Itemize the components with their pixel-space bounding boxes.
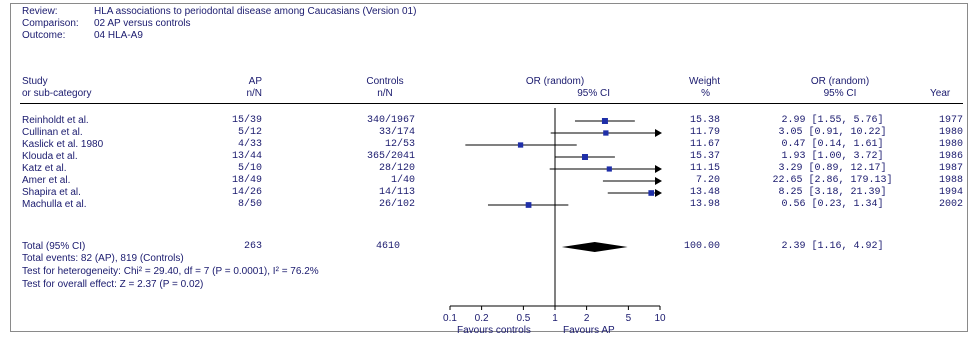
ap-count: 18/49	[231, 175, 262, 186]
col-weight-subheader: %	[701, 88, 710, 99]
col-or-subheader: 95% CI	[823, 88, 857, 99]
study-marker	[581, 154, 588, 160]
ap-count: 13/44	[231, 151, 262, 162]
study-name: Reinholdt et al.	[22, 115, 89, 126]
x-tick-label: 0.5	[516, 313, 530, 324]
outcome-label: Outcome:	[22, 30, 66, 41]
year-value: 1980	[938, 139, 963, 150]
col-or-header: OR (random)	[810, 76, 870, 87]
controls-count: 12/53	[384, 139, 415, 150]
study-marker	[606, 166, 612, 172]
or-ci-value: 8.25 [3.18, 21.39]	[778, 187, 887, 198]
year-value: 1986	[938, 151, 963, 162]
ci-arrow	[655, 165, 662, 173]
x-tick-label: 5	[626, 313, 632, 324]
study-marker	[601, 118, 608, 124]
total-or: 2.39 [1.16, 4.92]	[781, 241, 884, 252]
overall-effect-note: Test for overall effect: Z = 2.37 (P = 0…	[22, 279, 204, 290]
col-year-header: Year	[930, 88, 951, 99]
header-rule	[20, 103, 963, 104]
x-tick-label: 0.2	[475, 313, 489, 324]
controls-count: 28/120	[378, 163, 415, 174]
ci-arrow	[655, 129, 662, 137]
study-marker	[517, 142, 524, 148]
x-tick-label: 10	[654, 313, 666, 324]
year-value: 1977	[938, 115, 963, 126]
study-name: Shapira et al.	[22, 187, 81, 198]
or-ci-value: 0.47 [0.14, 1.61]	[781, 139, 884, 150]
x-tick-label: 1	[552, 313, 558, 324]
weight-value: 13.98	[689, 199, 720, 210]
study-marker	[648, 190, 655, 196]
total-ap: 263	[243, 241, 262, 252]
controls-count: 340/1967	[366, 115, 415, 126]
year-value: 2002	[938, 199, 963, 210]
or-ci-value: 3.05 [0.91, 10.22]	[778, 127, 887, 138]
ci-arrow	[655, 189, 662, 197]
ap-count: 14/26	[231, 187, 262, 198]
review-title: HLA associations to periodontal disease …	[94, 6, 417, 17]
x-tick-label: 0.1	[443, 313, 457, 324]
outcome-value: 04 HLA-A9	[94, 30, 143, 41]
year-value: 1994	[938, 187, 963, 198]
weight-value: 11.67	[689, 139, 720, 150]
weight-value: 11.79	[689, 127, 720, 138]
or-ci-value: 0.56 [0.23, 1.34]	[781, 199, 884, 210]
ap-count: 15/39	[231, 115, 262, 126]
col-controls-header: Controls	[366, 76, 404, 87]
review-label: Review:	[22, 6, 58, 17]
ap-count: 8/50	[237, 199, 262, 210]
pooled-diamond	[561, 242, 628, 252]
total-label: Total (95% CI)	[22, 241, 86, 252]
study-marker	[525, 202, 532, 208]
weight-value: 11.15	[689, 163, 720, 174]
x-tick-label: 2	[584, 313, 590, 324]
col-study-header: Study	[22, 76, 48, 87]
controls-count: 14/113	[378, 187, 415, 198]
study-name: Klouda et al.	[22, 151, 78, 162]
or-ci-value: 22.65 [2.86, 179.13]	[772, 175, 893, 186]
study-name: Kaslick et al. 1980	[22, 139, 104, 150]
total-controls: 4610	[375, 241, 400, 252]
comparison-value: 02 AP versus controls	[94, 18, 191, 29]
total-weight: 100.00	[683, 241, 720, 252]
col-study-subheader: or sub-category	[22, 88, 92, 99]
col-weight-header: Weight	[689, 76, 720, 87]
year-value: 1988	[938, 175, 963, 186]
weight-value: 13.48	[689, 187, 720, 198]
controls-count: 26/102	[378, 199, 415, 210]
study-marker	[603, 130, 609, 136]
study-name: Machulla et al.	[22, 199, 87, 210]
year-value: 1980	[938, 127, 963, 138]
ci-arrow	[655, 177, 662, 185]
col-plot-header: OR (random)	[525, 76, 585, 87]
col-ap-header: AP	[248, 76, 262, 87]
ap-count: 5/12	[237, 127, 262, 138]
col-controls-subheader: n/N	[377, 88, 393, 99]
controls-count: 33/174	[378, 127, 415, 138]
total-events-note: Total events: 82 (AP), 819 (Controls)	[22, 253, 184, 264]
col-plot-subheader: 95% CI	[577, 88, 610, 99]
or-ci-value: 1.93 [1.00, 3.72]	[781, 151, 884, 162]
controls-count: 1/40	[390, 175, 415, 186]
weight-value: 15.38	[689, 115, 720, 126]
ap-count: 4/33	[237, 139, 262, 150]
forest-plot-frame	[10, 3, 968, 332]
or-ci-value: 3.29 [0.89, 12.17]	[778, 163, 887, 174]
weight-value: 7.20	[695, 175, 720, 186]
year-value: 1987	[938, 163, 963, 174]
comparison-label: Comparison:	[22, 18, 79, 29]
heterogeneity-note: Test for heterogeneity: Chi² = 29.40, df…	[22, 266, 319, 277]
study-name: Cullinan et al.	[22, 127, 83, 138]
weight-value: 15.37	[689, 151, 720, 162]
favours-ap-label: Favours AP	[563, 325, 615, 336]
ap-count: 5/10	[237, 163, 262, 174]
study-name: Katz et al.	[22, 163, 67, 174]
study-name: Amer et al.	[22, 175, 71, 186]
col-ap-subheader: n/N	[246, 88, 262, 99]
or-ci-value: 2.99 [1.55, 5.76]	[781, 115, 884, 126]
favours-controls-label: Favours controls	[457, 325, 531, 336]
controls-count: 365/2041	[366, 151, 415, 162]
